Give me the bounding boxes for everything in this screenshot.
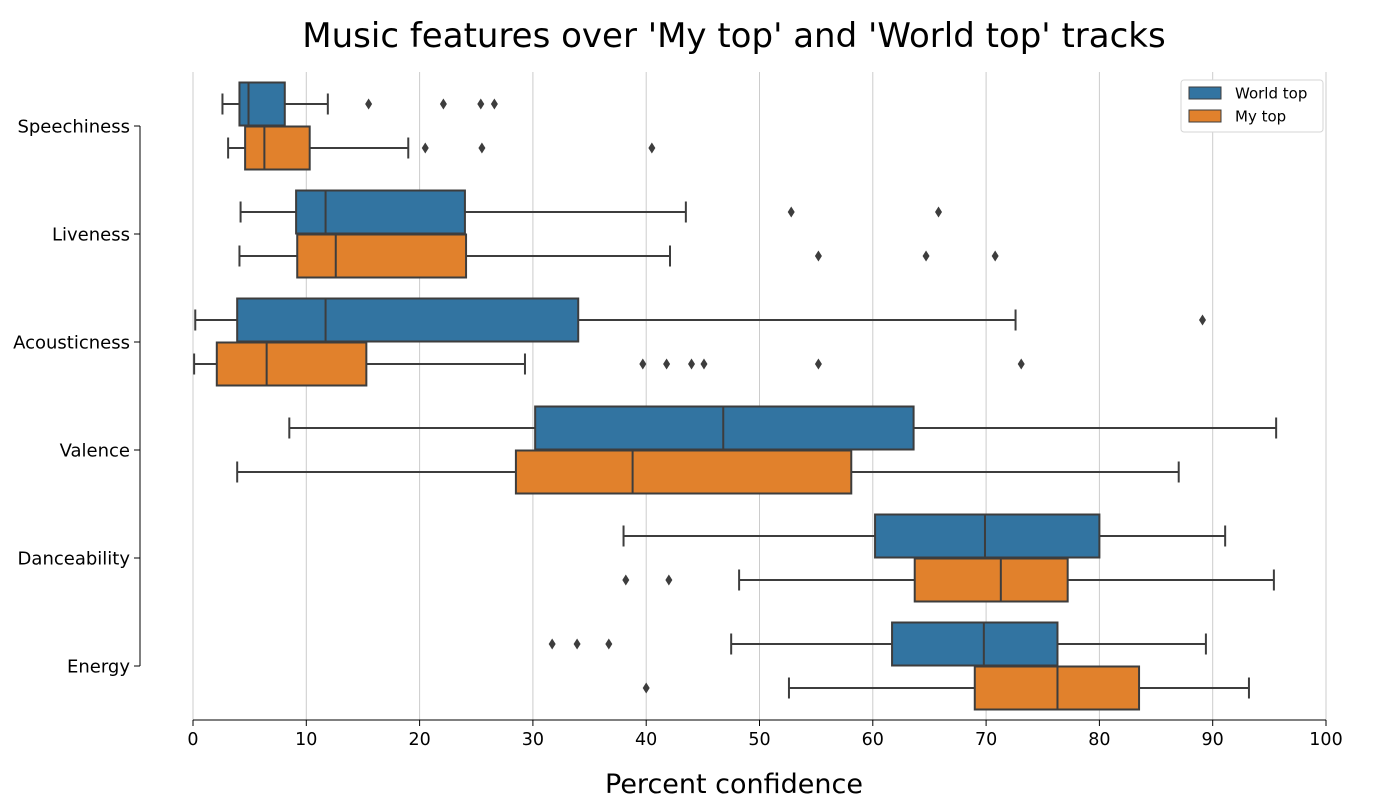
outlier-point — [605, 638, 613, 650]
outlier-point — [688, 358, 696, 370]
outlier-point — [573, 638, 581, 650]
legend-swatch — [1188, 86, 1222, 100]
legend-swatch — [1188, 109, 1222, 123]
legend-label: My top — [1235, 108, 1286, 126]
box-iqr — [296, 233, 468, 279]
box-iqr — [238, 81, 286, 127]
x-tick-label: 80 — [1088, 730, 1110, 750]
x-tick-label: 20 — [408, 730, 430, 750]
outlier-point — [478, 142, 486, 154]
outlier-point — [1017, 358, 1025, 370]
y-axis: Speechiness Liveness Acousticness Valence Da… — [13, 117, 141, 678]
chart-title: Music features over 'My top' and 'World … — [302, 16, 1165, 56]
outlier-point — [477, 98, 485, 110]
legend: World top My top — [1180, 79, 1324, 133]
box-iqr — [514, 449, 853, 495]
x-tick-label: 90 — [1202, 730, 1224, 750]
box-world-top — [194, 297, 1207, 343]
x-tick-label: 60 — [862, 730, 884, 750]
box-iqr — [874, 513, 1101, 559]
outlier-point — [700, 358, 708, 370]
outlier-point — [421, 142, 429, 154]
box-iqr — [215, 341, 368, 387]
category-label: Danceability — [18, 549, 131, 570]
category-label: Acousticness — [13, 333, 130, 354]
x-tick-label: 70 — [975, 730, 997, 750]
box-iqr — [244, 125, 311, 171]
plot-area — [193, 81, 1278, 711]
outlier-point — [642, 682, 650, 694]
outlier-point — [365, 98, 373, 110]
box-my-top — [236, 449, 1180, 495]
outlier-point — [648, 142, 656, 154]
box-world-top — [221, 81, 498, 127]
x-tick-label: 0 — [187, 730, 198, 750]
outlier-point — [490, 98, 498, 110]
box-world-top — [239, 189, 943, 235]
box-iqr — [534, 405, 915, 451]
outlier-point — [787, 206, 795, 218]
box-world-top — [288, 405, 1278, 451]
x-axis: 0 10 20 30 40 50 60 70 80 90 100 — [187, 719, 1343, 750]
box-my-top — [642, 665, 1250, 711]
outlier-point — [663, 358, 671, 370]
box-my-top — [227, 125, 656, 171]
outlier-point — [439, 98, 447, 110]
box-world-top — [622, 513, 1227, 559]
box-my-top — [622, 557, 1275, 603]
outlier-point — [935, 206, 943, 218]
x-tick-label: 10 — [295, 730, 317, 750]
x-tick-label: 50 — [748, 730, 770, 750]
outlier-point — [814, 250, 822, 262]
legend-label: World top — [1235, 85, 1307, 103]
x-tick-label: 100 — [1309, 730, 1342, 750]
grid-lines — [192, 72, 1327, 720]
box-my-top — [238, 233, 999, 279]
outlier-point — [814, 358, 822, 370]
outlier-point — [1199, 314, 1207, 326]
outlier-point — [991, 250, 999, 262]
outlier-point — [548, 638, 556, 650]
box-world-top — [548, 621, 1207, 667]
box-iqr — [913, 557, 1069, 603]
outlier-point — [665, 574, 673, 586]
box-iqr — [236, 297, 580, 343]
box-iqr — [295, 189, 466, 235]
category-label: Speechiness — [17, 117, 130, 138]
box-my-top — [193, 341, 1025, 387]
category-label: Liveness — [52, 225, 130, 246]
x-tick-label: 30 — [522, 730, 544, 750]
x-axis-label: Percent confidence — [605, 769, 863, 800]
outlier-point — [922, 250, 930, 262]
category-label: Energy — [67, 657, 130, 678]
x-tick-label: 40 — [635, 730, 657, 750]
box-iqr — [891, 621, 1059, 667]
outlier-point — [622, 574, 630, 586]
category-label: Valence — [60, 441, 130, 462]
outlier-point — [639, 358, 647, 370]
